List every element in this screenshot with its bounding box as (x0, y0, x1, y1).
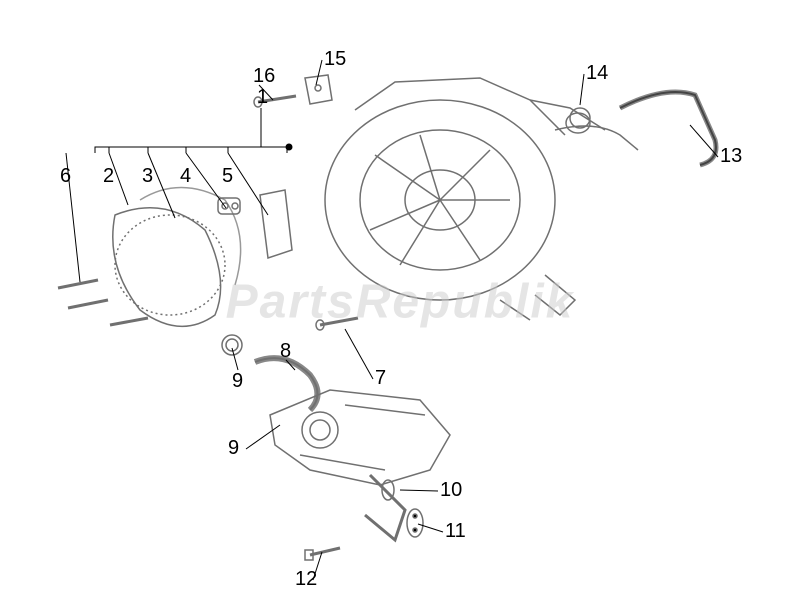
callout-label-14: 14 (586, 62, 608, 85)
callout-label-9: 9 (228, 437, 239, 460)
callout-label-13: 13 (720, 145, 742, 168)
callout-label-15: 15 (324, 48, 346, 71)
callout-label-7: 7 (375, 367, 386, 390)
callout-label-12: 12 (295, 568, 317, 591)
callout-label-1: 1 (257, 86, 268, 109)
callout-label-9: 9 (232, 370, 243, 393)
callout-lines (0, 0, 800, 603)
callout-label-16: 16 (253, 65, 275, 88)
callout-label-2: 2 (103, 165, 114, 188)
diagram-container: PartsRepublik 123456789910111213141516 (0, 0, 800, 603)
callout-label-5: 5 (222, 165, 233, 188)
callout-label-10: 10 (440, 479, 462, 502)
callout-label-8: 8 (280, 340, 291, 363)
callout-label-6: 6 (60, 165, 71, 188)
callout-label-3: 3 (142, 165, 153, 188)
callout-label-4: 4 (180, 165, 191, 188)
diagram-area: PartsRepublik 123456789910111213141516 (0, 0, 800, 603)
callout-label-11: 11 (445, 520, 466, 543)
